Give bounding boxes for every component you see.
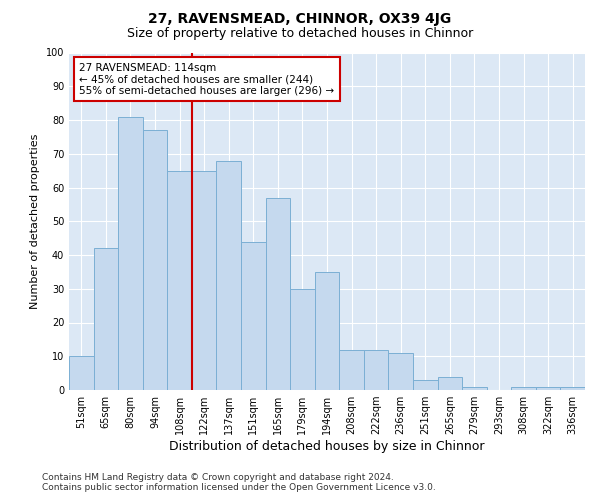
Bar: [167, 170, 192, 390]
Bar: [69, 356, 94, 390]
Text: 27 RAVENSMEAD: 114sqm
← 45% of detached houses are smaller (244)
55% of semi-det: 27 RAVENSMEAD: 114sqm ← 45% of detached …: [79, 62, 334, 96]
Text: 27, RAVENSMEAD, CHINNOR, OX39 4JG: 27, RAVENSMEAD, CHINNOR, OX39 4JG: [148, 12, 452, 26]
Text: Size of property relative to detached houses in Chinnor: Size of property relative to detached ho…: [127, 28, 473, 40]
Bar: [290, 289, 315, 390]
Y-axis label: Number of detached properties: Number of detached properties: [30, 134, 40, 309]
Bar: [511, 386, 536, 390]
Bar: [536, 386, 560, 390]
X-axis label: Distribution of detached houses by size in Chinnor: Distribution of detached houses by size …: [169, 440, 485, 453]
Bar: [266, 198, 290, 390]
Bar: [143, 130, 167, 390]
Text: Contains HM Land Registry data © Crown copyright and database right 2024.
Contai: Contains HM Land Registry data © Crown c…: [42, 473, 436, 492]
Bar: [560, 386, 585, 390]
Bar: [388, 353, 413, 390]
Bar: [118, 116, 143, 390]
Bar: [315, 272, 339, 390]
Bar: [364, 350, 388, 390]
Bar: [462, 386, 487, 390]
Bar: [217, 160, 241, 390]
Bar: [413, 380, 437, 390]
Bar: [94, 248, 118, 390]
Bar: [437, 376, 462, 390]
Bar: [192, 170, 217, 390]
Bar: [339, 350, 364, 390]
Bar: [241, 242, 266, 390]
